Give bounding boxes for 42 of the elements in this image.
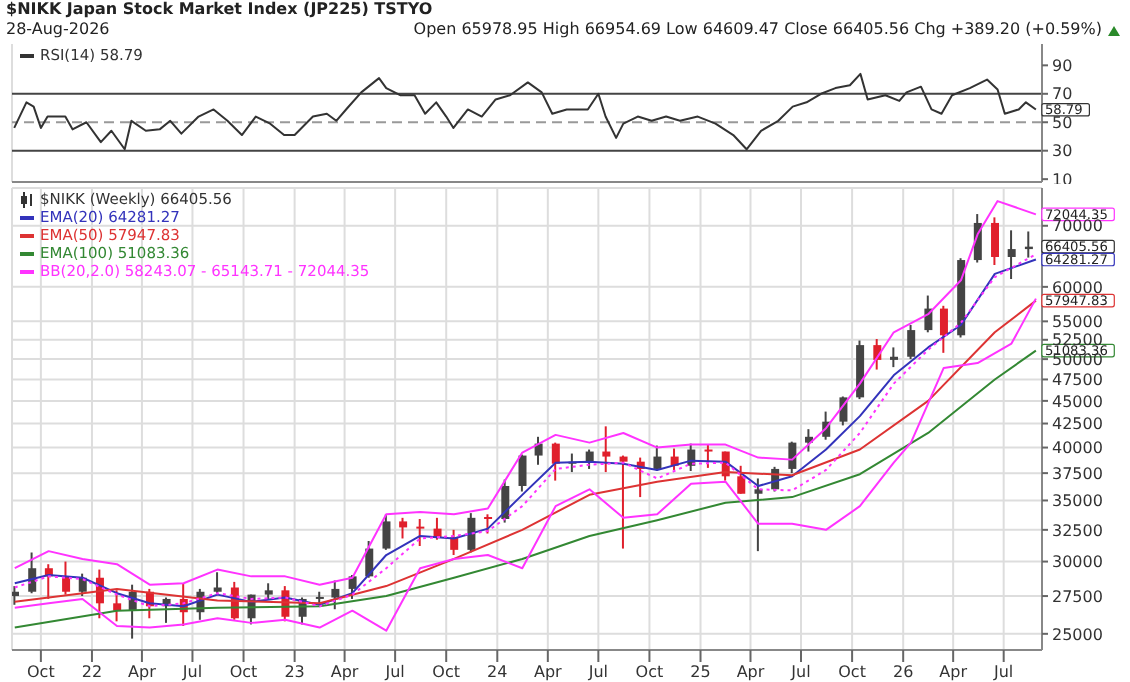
line-series [13,72,1037,151]
y-tick-label: 37500 [1052,464,1103,483]
x-tick-label: Jul [586,663,609,682]
y-tick-label: 30000 [1052,553,1103,572]
x-tick-label: Apr [533,663,564,682]
x-tick-label: Oct [432,663,461,682]
x-tick-label: Oct [635,663,664,682]
x-tick-label: Apr [330,663,360,682]
x-tick-label: Jul [383,663,405,682]
y-tick-label: 42500 [1052,415,1103,434]
y-tick-label: 32500 [1052,521,1103,540]
x-tick-label: Jul [789,663,811,682]
x-tick-label: Oct [27,663,55,682]
x-tick-label: 26 [893,663,914,682]
text: Open 65978.95 High 66954.69 Low 64609.47 Close 66405.56 Chg +389.20 (+0.59%) [413,20,1102,38]
x-tick-label: 22 [81,663,103,682]
x-tick-label: Apr [736,663,766,682]
x-tick-label: Oct [229,663,258,682]
y-tick-label: 25000 [1052,625,1103,644]
y-tick-label: 90 [1052,57,1073,76]
y-tick-label: 70 [1052,85,1073,104]
x-tick-label: Oct [838,663,866,682]
y-tick-label: 55000 [1052,313,1103,332]
y-tick-label: 60000 [1052,278,1103,297]
x-tick-label: 24 [487,663,508,682]
y-tick-label: 35000 [1052,492,1103,511]
y-tick-label: 47500 [1052,371,1103,390]
y-tick-label: 40000 [1052,439,1103,458]
x-tick-label: Apr [128,663,158,682]
y-tick-label: 30 [1052,142,1073,161]
chart-title: $NIKK Japan Stock Market Index (JP225) TSTYO [6,0,433,18]
chart-subtitle: 28-Aug-2026 [6,20,110,38]
x-tick-label: Jul [180,663,203,682]
y-tick-label: 27500 [1052,587,1103,606]
x-tick-label: Apr [939,663,969,682]
y-tick-label: 45000 [1052,392,1103,411]
y-tick-label: 70000 [1052,217,1103,236]
x-tick-label: 25 [690,663,711,682]
x-tick-label: 23 [284,663,305,682]
line-series [13,349,1037,629]
x-tick-label: Jul [992,663,1014,682]
y-tick-label: 50 [1052,113,1073,132]
